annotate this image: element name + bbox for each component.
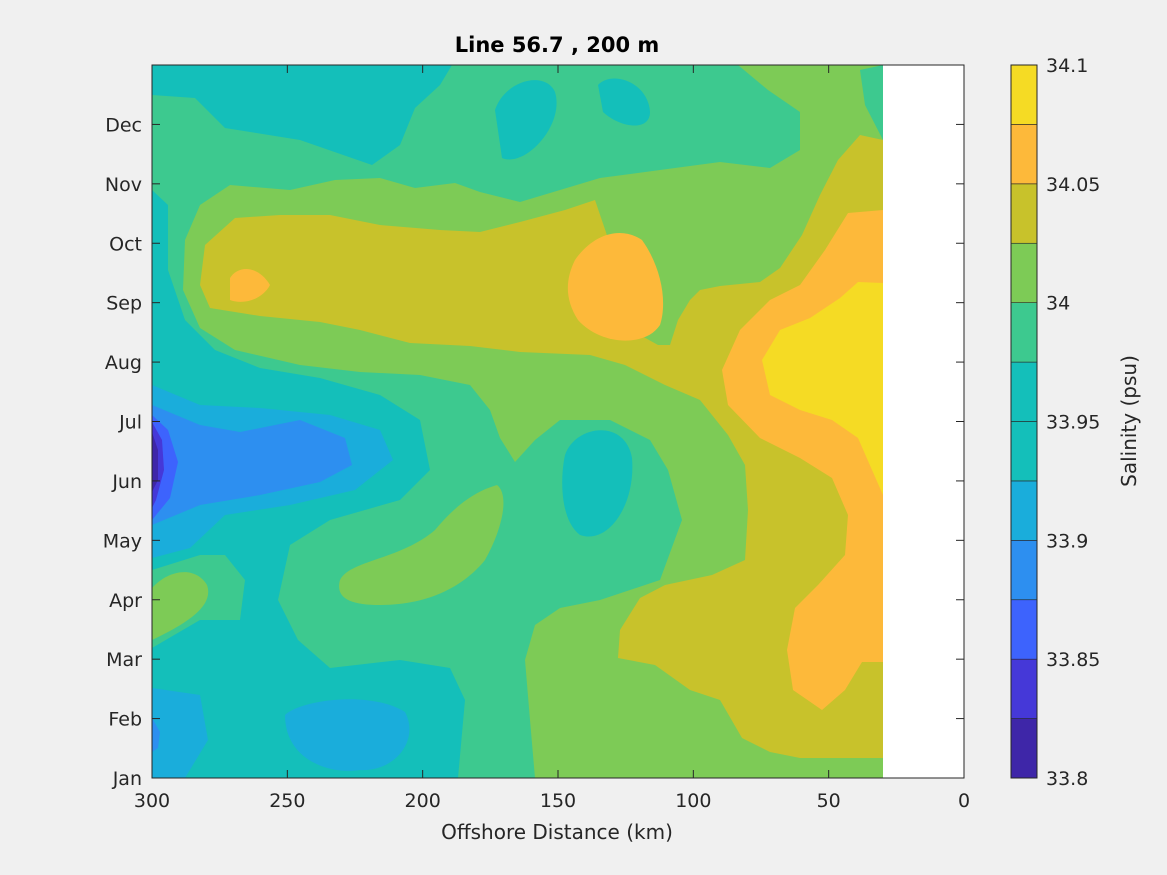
y-tick-label: Apr — [109, 590, 142, 612]
contour-band-33.95-east2 — [598, 78, 650, 126]
colorbar-label: Salinity (psu) — [1117, 355, 1141, 487]
x-tick-label: 0 — [958, 790, 970, 812]
colorbar-tick-label: 34.05 — [1046, 174, 1100, 196]
no-data-region — [883, 65, 964, 778]
x-axis: 300 250 200 150 100 50 0 — [134, 65, 970, 812]
y-axis: Jan Feb Mar Apr May Jun Jul Aug Sep Oct Nov Dec — [103, 114, 964, 790]
y-tick-label: Jan — [112, 768, 142, 790]
x-tick-label: 200 — [405, 790, 441, 812]
y-tick-label: Nov — [105, 174, 142, 196]
contour-band-34.0-south — [339, 485, 504, 605]
x-tick-label: 50 — [817, 790, 841, 812]
colorbar: 34.1 34.05 34 33.95 33.9 33.85 33.8 — [1010, 55, 1100, 790]
contour-band-33.95-east3 — [562, 430, 633, 537]
colorbar-border — [1010, 64, 1038, 779]
colorbar-swatch — [1010, 64, 1038, 125]
colorbar-tick-label: 33.9 — [1046, 530, 1088, 552]
colorbar-swatch — [1010, 658, 1038, 719]
chart-title: Line 56.7 , 200 m — [455, 33, 660, 57]
contour-band-34.05-west — [230, 268, 270, 302]
x-tick-label: 100 — [675, 790, 711, 812]
colorbar-swatch — [1010, 124, 1038, 185]
colorbar-swatch — [1010, 599, 1038, 660]
colorbar-tick-label: 33.85 — [1046, 649, 1100, 671]
y-tick-label: Oct — [109, 233, 142, 255]
contour-band-33.925-b — [152, 688, 208, 778]
x-axis-label: Offshore Distance (km) — [441, 820, 673, 844]
x-tick-label: 300 — [134, 790, 170, 812]
colorbar-swatch — [1010, 302, 1038, 363]
y-tick-label: Jun — [111, 471, 142, 493]
colorbar-tick-label: 34.1 — [1046, 55, 1088, 77]
contour-band-33.925-c — [285, 699, 410, 771]
contour-band-34.025-main — [200, 135, 883, 758]
y-tick-label: Mar — [106, 649, 142, 671]
colorbar-swatch — [1010, 242, 1038, 303]
colorbar-tick-label: 33.8 — [1046, 768, 1088, 790]
x-tick-label: 250 — [269, 790, 305, 812]
y-tick-label: Dec — [105, 114, 142, 136]
y-tick-label: Aug — [105, 352, 142, 374]
contour-band-34.075 — [762, 282, 883, 495]
colorbar-tick-label: 33.95 — [1046, 412, 1100, 434]
colorbar-swatch — [1010, 540, 1038, 601]
colorbar-swatch — [1010, 361, 1038, 422]
y-tick-label: Jul — [118, 412, 142, 434]
colorbar-swatch — [1010, 718, 1038, 779]
y-tick-label: May — [103, 530, 142, 552]
contour-band-33.9 — [152, 405, 352, 525]
contour-band-33.95-east1 — [495, 80, 557, 160]
contour-band-34.0-east-cap2 — [860, 65, 883, 140]
colorbar-swatch — [1010, 480, 1038, 541]
y-tick-label: Feb — [108, 709, 142, 731]
contour-band-33.9-b — [152, 718, 160, 752]
contour-band-33.825 — [152, 432, 158, 492]
contour-band-34.0-sw — [152, 572, 209, 640]
contour-band-34.05-mid — [567, 232, 664, 341]
colorbar-tick-label: 34 — [1046, 293, 1070, 315]
colorbar-swatch — [1010, 183, 1038, 244]
x-tick-label: 150 — [540, 790, 576, 812]
colorbar-swatch — [1010, 421, 1038, 482]
contour-field — [152, 65, 883, 778]
y-tick-label: Sep — [106, 293, 142, 315]
